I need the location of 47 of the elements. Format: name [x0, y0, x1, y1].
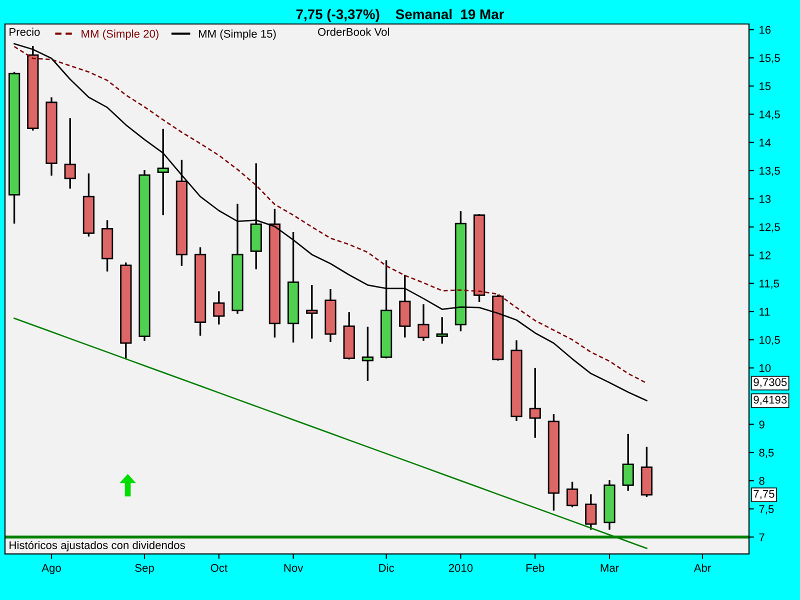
annotation: 9,7305 [754, 378, 787, 388]
y-tick-label: 11 [760, 308, 770, 316]
x-tick-label: Abr [694, 564, 711, 572]
annotation: Históricos ajustados con dividendos [10, 540, 185, 552]
y-tick-label: 14,5 [760, 110, 780, 120]
candlestick [585, 493, 597, 531]
y-tick-label: 9 [759, 420, 764, 428]
x-tick-label: Oct [210, 564, 228, 572]
chart-title: 7,75 (-3,37%) Semanal 19 Mar [296, 9, 504, 22]
y-tick-label: 13 [760, 195, 771, 203]
x-tick-label: 2010 [448, 564, 473, 572]
candlestick [529, 367, 541, 439]
candlestick [213, 290, 225, 326]
y-tick-label: 8 [759, 476, 764, 485]
y-tick-label: 12 [760, 251, 771, 260]
candlestick [436, 316, 448, 345]
annotation: 7,75 [754, 490, 774, 500]
y-tick-label: 13,5 [760, 166, 780, 176]
x-tick-label: Feb [526, 564, 544, 572]
y-tick-label: 7 [759, 533, 764, 542]
y-tick-label: 16 [760, 26, 771, 34]
candlestick [362, 326, 374, 382]
x-tick-label: Dic [379, 564, 394, 572]
candlestick [622, 433, 634, 492]
candlestick [64, 117, 76, 190]
y-tick-label: 10 [760, 364, 771, 372]
y-tick-label: 15,5 [760, 54, 780, 64]
legend-label: MM (Simple 20) [82, 30, 158, 40]
x-tick-label: Nov [284, 564, 304, 572]
candlestick [306, 284, 318, 340]
x-tick-label: Sep [135, 564, 154, 574]
candlestick [566, 480, 578, 508]
y-tick-label: 10,5 [760, 336, 780, 346]
y-tick-label: 11,5 [760, 280, 780, 289]
y-tick-label: 8,5 [759, 448, 774, 458]
x-tick-label: Mar [600, 564, 619, 572]
y-tick-label: 14 [760, 138, 771, 146]
annotation: 9,4193 [754, 396, 787, 405]
y-tick-label: 15 [760, 82, 771, 90]
y-tick-label: 12,5 [760, 223, 780, 232]
annotation: OrderBook Vol [318, 28, 389, 36]
candlestick [418, 303, 430, 342]
annotation: Precio [10, 28, 40, 36]
legend-label: MM (Simple 15) [198, 30, 276, 40]
y-tick-label: 7,5 [759, 505, 774, 514]
candlestick [157, 128, 169, 216]
x-tick-label: Ago [42, 564, 61, 574]
